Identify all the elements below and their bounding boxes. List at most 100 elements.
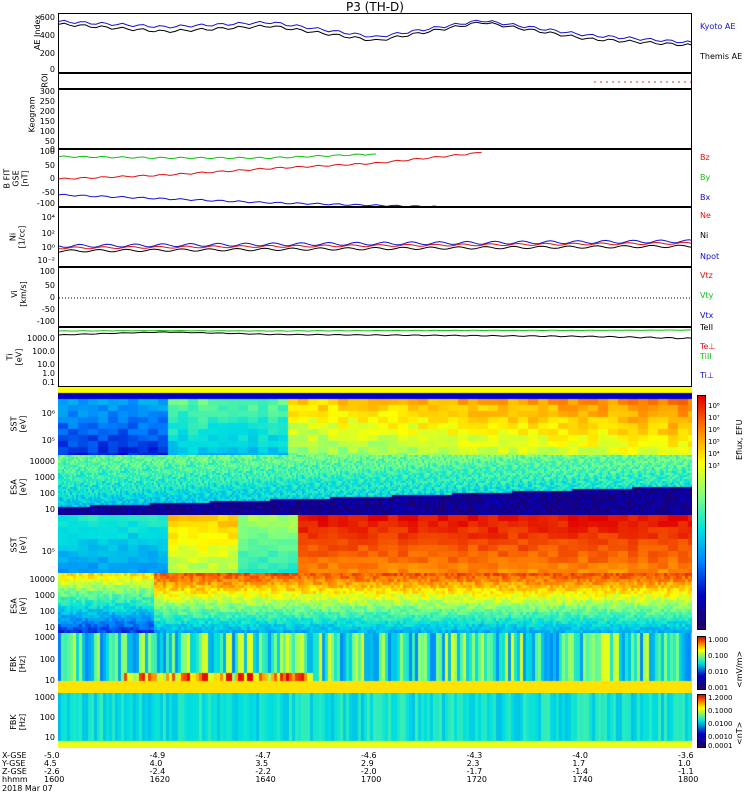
temp-tick: 1.0: [42, 369, 55, 378]
legend-npot: Npot: [700, 252, 720, 261]
fbk-e-tick: 10: [44, 676, 55, 685]
fbk-b-cb-label: 1.2000: [708, 694, 733, 702]
bfield-tick: 50: [44, 161, 55, 170]
bz-line: [59, 152, 482, 180]
x-tick-label: -4.6: [361, 751, 377, 760]
bfield-tick: -50: [41, 188, 55, 197]
fbk-b-heatmap: [58, 693, 692, 748]
temperature-panel: [58, 327, 692, 387]
sst-electron-spectrogram: [58, 515, 692, 573]
ae-tick: 600: [39, 13, 55, 22]
x-tick-label: -4.9: [149, 751, 166, 760]
keogram-tick: 100: [39, 127, 55, 136]
density-panel: [58, 207, 692, 267]
x-tick-label: 1640: [255, 775, 276, 784]
keogram-tick: 50: [44, 137, 55, 146]
velocity-tick: -100: [36, 317, 55, 326]
eflux-label: 10⁶: [708, 426, 720, 434]
themis-ae-line: [59, 21, 691, 47]
legend-vtz: Vtz: [700, 271, 713, 280]
legend-by: By: [700, 173, 711, 182]
legend-tiII: TiII: [700, 352, 712, 361]
eflux-label: 10⁸: [708, 402, 720, 410]
x-tick-label: -2.2: [255, 767, 271, 776]
bfield-tick: -100: [36, 199, 55, 208]
ae-plot: [59, 19, 691, 47]
density-tick: 10⁴: [41, 213, 55, 222]
fbk-b-tick: 100: [39, 713, 55, 722]
x-tick-label: 1.7: [572, 759, 586, 768]
fbk-e-cb-title: <mV/m>: [735, 650, 744, 688]
npot-line: [59, 244, 691, 253]
x-tick-label: -4.0: [572, 751, 588, 760]
sst-ion-spectrogram: [58, 387, 692, 455]
legend-themis-ae: Themis AE: [700, 52, 743, 61]
keogram-tick: 150: [39, 117, 55, 126]
teII-line: [59, 331, 691, 340]
fbk-b-spectrogram: [58, 693, 692, 748]
sst-ion-ylabel: SST [eV]: [9, 415, 28, 433]
esa-ion-tick: 1000: [34, 473, 55, 482]
fbk-b-cb-label: 0.1000: [708, 707, 733, 715]
roi-panel: [58, 73, 692, 89]
fbk-b-tick: 10: [44, 733, 55, 742]
esa-ion-tick: 10: [44, 505, 55, 514]
x-tick-label: 1620: [149, 775, 171, 784]
sst-electron-tick: 10⁵: [41, 547, 55, 556]
xrow-label: hhmm: [2, 775, 28, 784]
sst-electron-heatmap: [58, 515, 692, 573]
bx-line: [59, 193, 438, 206]
fbk-b-cb-title: <nT>: [735, 721, 744, 745]
legend-ne: Ne: [700, 211, 711, 220]
legend-kyoto-ae: Kyoto AE: [700, 22, 736, 31]
density-tick: 10²: [41, 229, 55, 238]
x-tick-label: 1600: [44, 775, 65, 784]
fbk-b-cb-label: 0.0010: [708, 733, 733, 741]
x-tick-label: -1.4: [572, 767, 588, 776]
velocity-tick: 100: [39, 267, 55, 276]
density-tick: 10⁻²: [37, 256, 55, 265]
temp-tick: 1000.0: [27, 334, 55, 343]
kyoto-ae-line: [59, 19, 691, 44]
x-tick-label: 2.3: [466, 759, 480, 768]
x-tick-label: 1720: [466, 775, 488, 784]
temp-tick: 0.1: [42, 378, 55, 387]
keogram-tick: 300: [39, 87, 55, 96]
ne-line: [59, 241, 691, 250]
xrow-label: Z-GSE: [2, 767, 27, 776]
eflux-title: Eflux, EFU: [735, 419, 744, 461]
density-tick: 10⁰: [41, 243, 55, 252]
fbk-e-cb-label: 0.100: [708, 652, 729, 660]
eflux-label: 10⁴: [708, 450, 720, 458]
bfield-tick: 100: [39, 147, 55, 156]
legend-vty: Vty: [700, 291, 714, 300]
eflux-label: 10⁵: [708, 438, 720, 446]
x-tick-label: 3.5: [255, 759, 269, 768]
x-tick-label: 2.9: [361, 759, 374, 768]
keogram-panel: [58, 89, 692, 149]
fbk-b-cb-label: 0.0001: [708, 742, 733, 750]
fbk-b-colorbar: [697, 694, 706, 748]
xrow-label: Y-GSE: [2, 759, 26, 768]
legend-vtx: Vtx: [700, 311, 714, 320]
fbk-e-heatmap: [58, 633, 692, 693]
x-tick-label: -5.0: [44, 751, 60, 760]
x-tick-label: -4.7: [255, 751, 271, 760]
legend-bx: Bx: [700, 193, 711, 202]
x-tick-label: -3.6: [678, 751, 694, 760]
xrow-label: X-GSE: [2, 751, 27, 760]
legend-bz: Bz: [700, 153, 710, 162]
esa-electron-tick: 1000: [34, 591, 55, 600]
esa-electron-tick: 10000: [29, 575, 55, 584]
fbk-e-spectrogram: [58, 633, 692, 693]
fbk-e-colorbar: [697, 636, 706, 690]
keogram-tick: 0: [49, 145, 55, 154]
by-line: [59, 153, 377, 160]
legend-teII: TeII: [700, 323, 714, 332]
esa-ion-spectrogram: [58, 455, 692, 515]
velocity-panel: [58, 267, 692, 327]
esa-ion-heatmap: [58, 455, 692, 515]
x-tick-label: 1700: [361, 775, 382, 784]
velocity-tick: -50: [41, 305, 55, 314]
